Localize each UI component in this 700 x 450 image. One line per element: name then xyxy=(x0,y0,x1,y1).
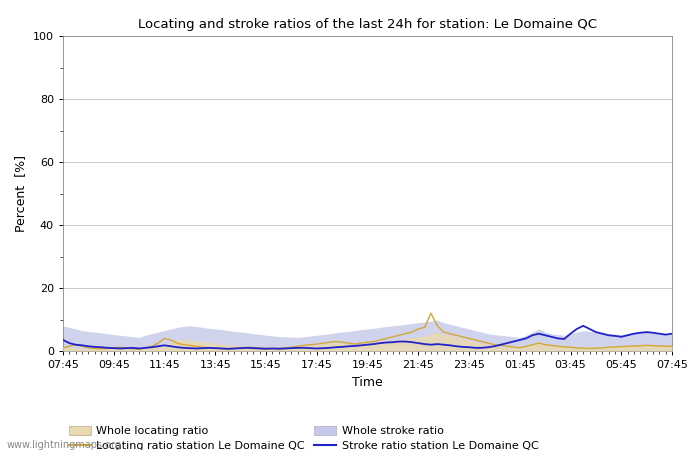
Title: Locating and stroke ratios of the last 24h for station: Le Domaine QC: Locating and stroke ratios of the last 2… xyxy=(138,18,597,31)
Text: www.lightningmaps.org: www.lightningmaps.org xyxy=(7,440,122,450)
Y-axis label: Percent  [%]: Percent [%] xyxy=(15,155,27,232)
Legend: Whole locating ratio, Locating ratio station Le Domaine QC, Whole stroke ratio, : Whole locating ratio, Locating ratio sta… xyxy=(69,426,538,450)
X-axis label: Time: Time xyxy=(352,376,383,389)
